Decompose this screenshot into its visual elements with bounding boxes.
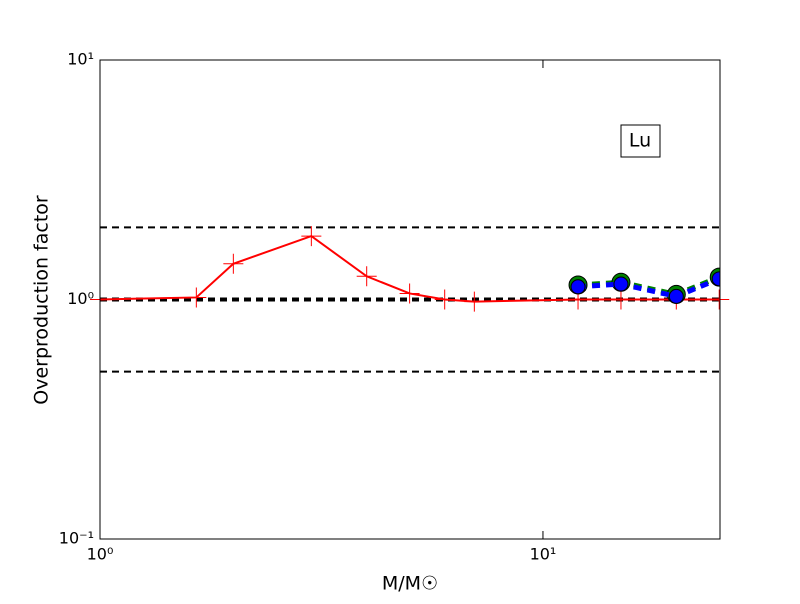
y-tick-label: 10⁻¹ — [59, 529, 94, 548]
marker — [434, 289, 455, 310]
x-tick-label: 10¹ — [530, 545, 557, 564]
series-line — [577, 276, 720, 300]
marker — [186, 287, 207, 308]
marker — [223, 253, 244, 274]
y-axis-label: Overproduction factor — [31, 195, 53, 405]
marker — [610, 289, 631, 310]
marker — [709, 289, 730, 310]
marker — [301, 226, 322, 247]
x-axis-label: M/M☉ — [382, 573, 438, 595]
marker — [570, 279, 586, 295]
marker — [711, 271, 720, 287]
annotation-box — [620, 124, 661, 158]
x-tick-label: 10⁰ — [87, 545, 114, 564]
marker — [356, 266, 377, 287]
plot-frame — [99, 59, 721, 540]
marker — [668, 288, 684, 304]
marker — [399, 283, 420, 304]
annotation: Lu — [629, 130, 651, 152]
y-tick-label: 10⁰ — [67, 289, 94, 308]
marker — [613, 276, 629, 292]
marker — [464, 291, 485, 312]
y-tick-label: 10¹ — [67, 50, 94, 69]
